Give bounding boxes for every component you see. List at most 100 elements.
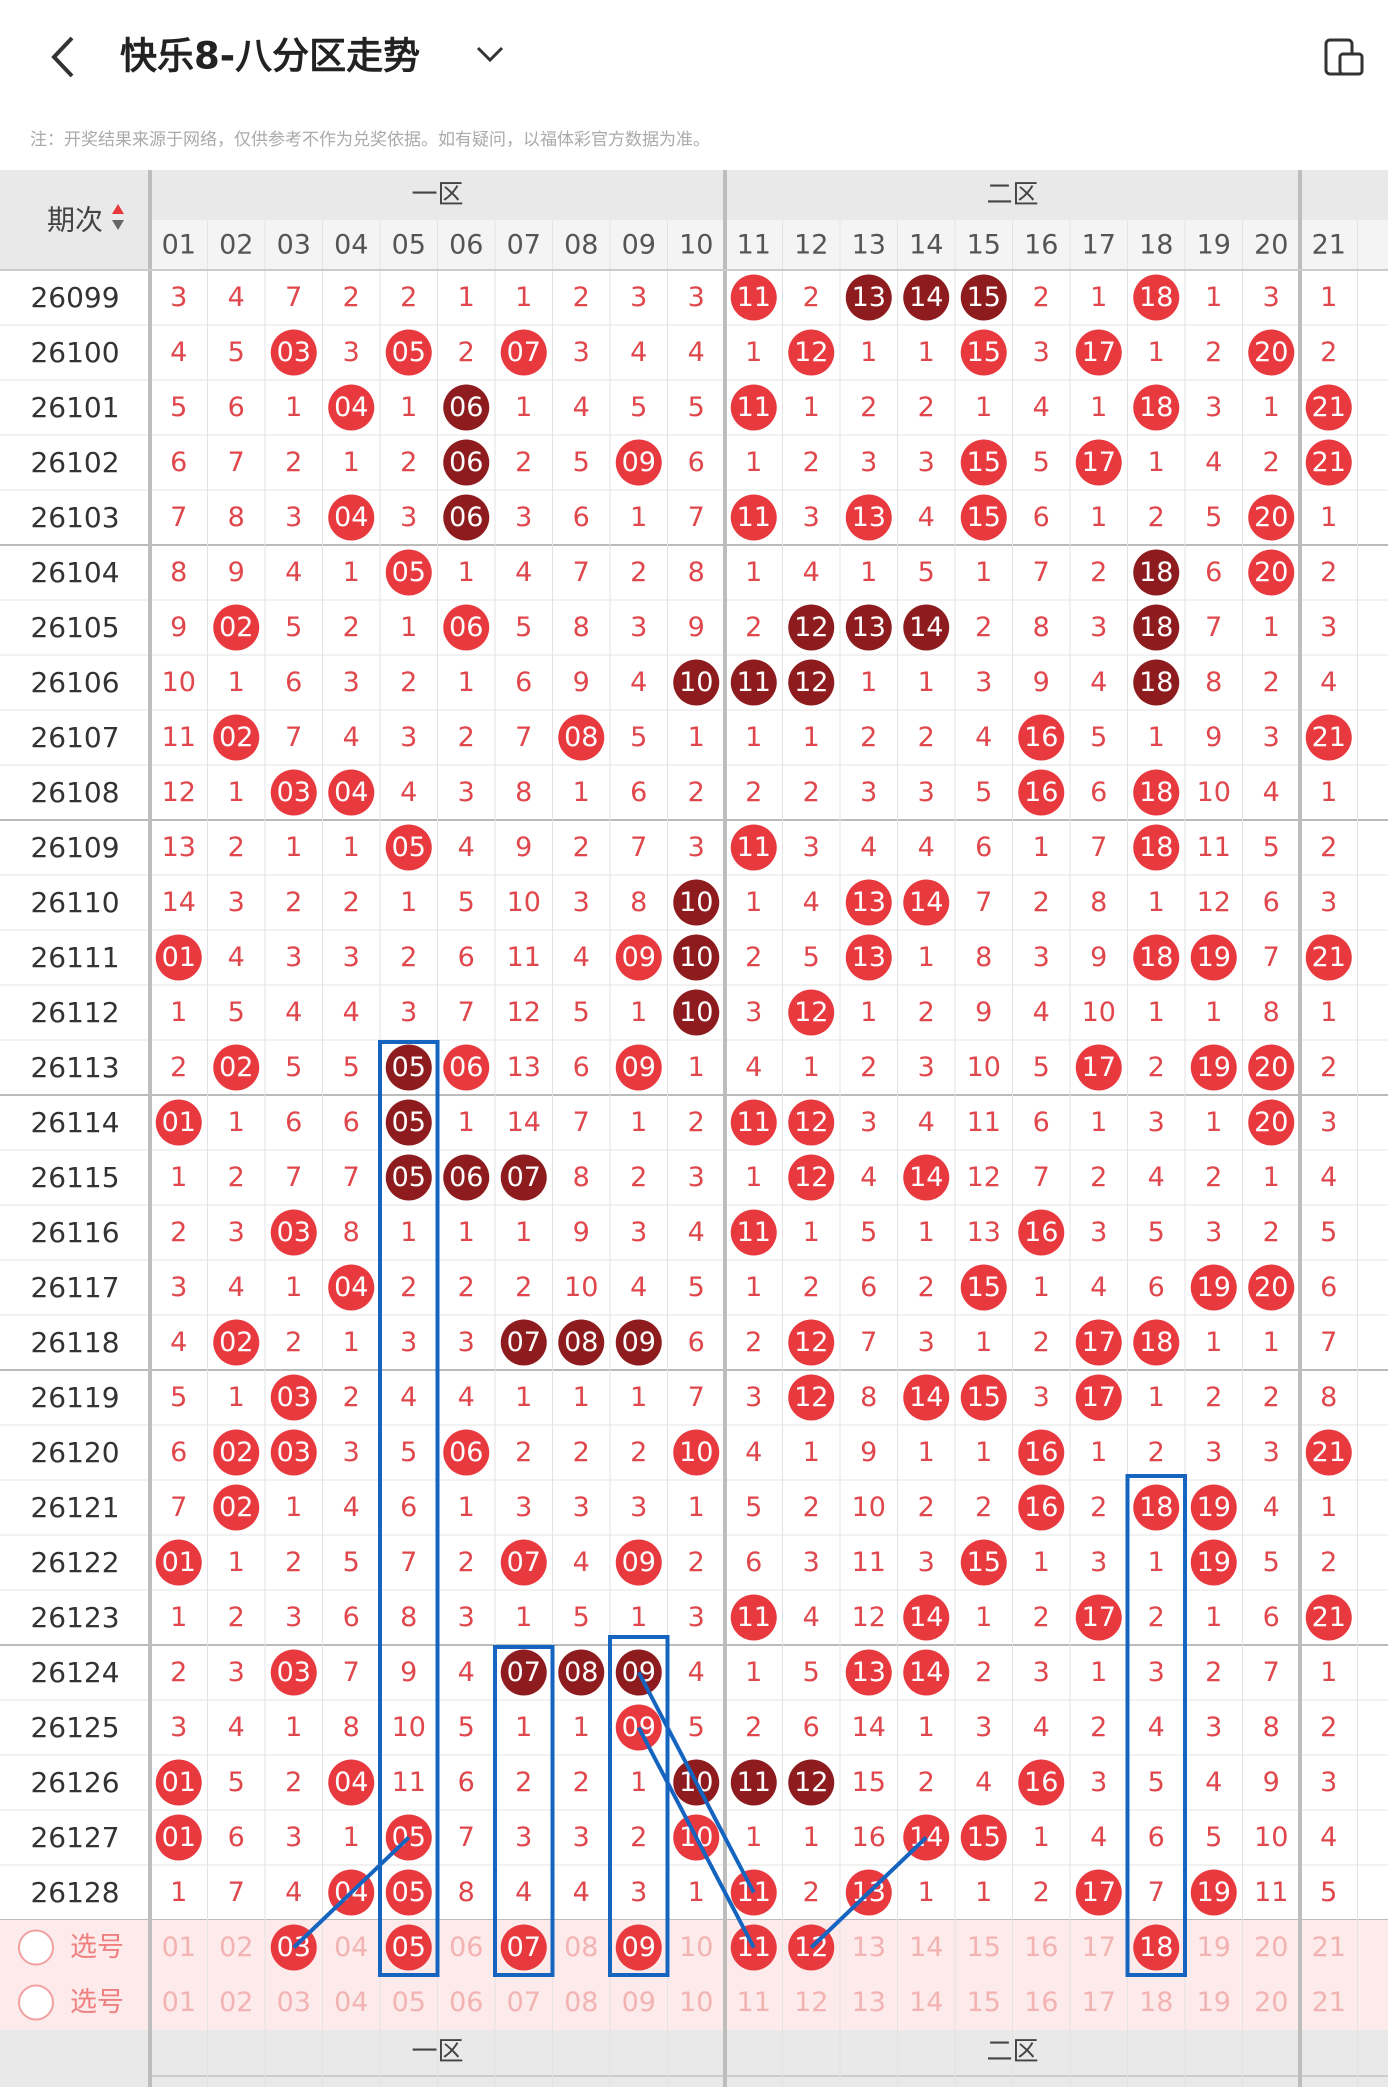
hit-ball [845,604,892,651]
select-number[interactable]: 09 [622,1932,656,1963]
omission-count: 1 [975,557,992,588]
select-number[interactable]: 21 [1312,1987,1346,2018]
select-number[interactable]: 03 [277,1987,311,2018]
select-radio[interactable] [18,1929,54,1966]
select-number[interactable]: 16 [1024,1987,1058,2018]
omission-count: 3 [1205,392,1222,423]
select-number[interactable]: 07 [507,1987,541,2018]
select-number[interactable]: 11 [737,1987,771,2018]
select-number[interactable]: 14 [909,1932,943,1963]
switch-icon[interactable] [1324,38,1364,76]
select-number[interactable]: 13 [852,1932,886,1963]
hit-ball [960,1814,1007,1861]
select-radio[interactable] [18,1984,54,2021]
omission-count: 4 [918,832,935,863]
hit-number: 03 [277,777,311,808]
title-dropdown[interactable] [476,46,504,63]
hit-ball [1133,604,1180,651]
select-number[interactable]: 15 [967,1932,1001,1963]
back-button[interactable] [51,36,74,78]
omission-count: 2 [515,1767,532,1798]
hit-number: 16 [1024,1767,1058,1798]
select-number[interactable]: 07 [507,1932,541,1963]
omission-count: 2 [400,282,417,313]
select-number[interactable]: 20 [1254,1987,1288,2018]
omission-count: 3 [573,337,590,368]
omission-count: 1 [803,1217,820,1248]
select-number[interactable]: 18 [1139,1932,1173,1963]
select-number[interactable]: 20 [1254,1932,1288,1963]
omission-count: 3 [803,1547,820,1578]
select-number[interactable]: 19 [1197,1932,1231,1963]
select-label[interactable]: 选号 [70,1932,124,1963]
hit-ball [558,1649,605,1696]
hit-number: 09 [622,1052,656,1083]
omission-count: 5 [1320,1217,1337,1248]
omission-count: 5 [573,1602,590,1633]
select-number[interactable]: 16 [1024,1932,1058,1963]
selected-ball[interactable] [385,1924,432,1971]
omission-count: 6 [1148,1822,1165,1853]
hit-ball [270,769,317,816]
select-number[interactable]: 02 [219,1987,253,2018]
select-number[interactable]: 04 [334,1932,368,1963]
hit-number: 15 [967,502,1001,533]
select-number[interactable]: 18 [1139,1987,1173,2018]
select-number[interactable]: 09 [622,1987,656,2018]
hit-ball [903,1154,950,1201]
select-number[interactable]: 01 [162,1987,196,2018]
select-number[interactable]: 13 [852,1987,886,2018]
select-number[interactable]: 01 [162,1932,196,1963]
hit-number: 20 [1254,1272,1288,1303]
omission-count: 10 [1254,1822,1288,1853]
omission-count: 4 [343,722,360,753]
select-number[interactable]: 19 [1197,1987,1231,2018]
select-number[interactable]: 10 [679,1932,713,1963]
hit-number: 10 [679,887,713,918]
select-label[interactable]: 选号 [70,1987,124,2018]
omission-count: 3 [343,942,360,973]
select-number[interactable]: 12 [794,1987,828,2018]
selected-ball[interactable] [500,1924,547,1971]
omission-count: 4 [343,1492,360,1523]
omission-count: 1 [458,1107,475,1138]
select-number[interactable]: 08 [564,1932,598,1963]
select-number[interactable]: 21 [1312,1932,1346,1963]
column-label: 16 [1024,230,1058,261]
selected-ball[interactable] [615,1924,662,1971]
select-number[interactable]: 14 [909,1987,943,2018]
select-number[interactable]: 10 [679,1987,713,2018]
column-label: 01 [162,230,196,261]
select-number[interactable]: 08 [564,1987,598,2018]
hit-ball [1133,1484,1180,1531]
omission-count: 3 [975,667,992,698]
select-number[interactable]: 02 [219,1932,253,1963]
omission-count: 9 [515,832,532,863]
omission-count: 3 [803,502,820,533]
hit-ball [1248,549,1295,596]
select-number[interactable]: 17 [1082,1987,1116,2018]
hit-number: 08 [564,722,598,753]
select-number[interactable]: 17 [1082,1932,1116,1963]
hit-ball [730,1759,777,1806]
omission-count: 4 [1148,1712,1165,1743]
omission-count: 8 [860,1382,877,1413]
select-number[interactable]: 05 [392,1987,426,2018]
omission-count: 2 [918,1272,935,1303]
selected-ball[interactable] [1133,1924,1180,1971]
hit-ball [730,494,777,541]
select-number[interactable]: 06 [449,1932,483,1963]
period-header[interactable]: 期次 [47,204,103,237]
omission-count: 1 [573,1382,590,1413]
hit-ball [558,714,605,761]
annotations [292,1040,1187,1977]
select-number[interactable]: 04 [334,1987,368,2018]
period: 26100 [30,336,119,369]
hit-ball [385,329,432,376]
select-number[interactable]: 15 [967,1987,1001,2018]
omission-count: 6 [1320,1272,1337,1303]
select-number[interactable]: 05 [392,1932,426,1963]
select-number[interactable]: 06 [449,1987,483,2018]
omission-count: 3 [285,942,302,973]
omission-count: 2 [285,1327,302,1358]
